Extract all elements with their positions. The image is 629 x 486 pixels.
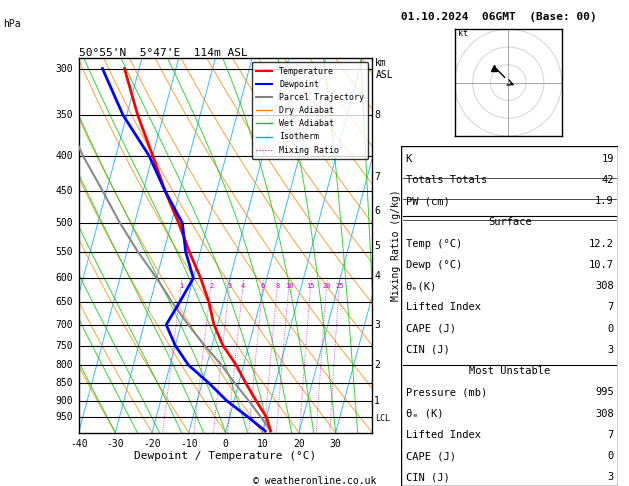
Text: 8: 8 [276, 283, 280, 289]
Text: km
ASL: km ASL [376, 58, 393, 80]
Text: PW (cm): PW (cm) [406, 196, 449, 206]
Text: hPa: hPa [3, 19, 21, 30]
Text: 3: 3 [608, 472, 614, 483]
Text: CIN (J): CIN (J) [406, 472, 449, 483]
Text: 308: 308 [595, 281, 614, 291]
Text: 400: 400 [55, 151, 73, 160]
Text: CIN (J): CIN (J) [406, 345, 449, 355]
Text: -40: -40 [70, 438, 87, 449]
Text: 30: 30 [330, 438, 342, 449]
Text: 350: 350 [55, 110, 73, 120]
Text: 20: 20 [323, 283, 331, 289]
Text: θₑ (K): θₑ (K) [406, 409, 443, 419]
Text: 20: 20 [293, 438, 305, 449]
Text: kt: kt [459, 29, 469, 38]
Text: 600: 600 [55, 273, 73, 283]
Text: CAPE (J): CAPE (J) [406, 324, 455, 334]
Text: 800: 800 [55, 360, 73, 370]
Text: 3: 3 [374, 320, 380, 330]
Text: Dewp (°C): Dewp (°C) [406, 260, 462, 270]
Text: 25: 25 [335, 283, 343, 289]
Text: 0: 0 [223, 438, 228, 449]
Text: 500: 500 [55, 218, 73, 228]
Text: 450: 450 [55, 186, 73, 196]
Text: 4: 4 [374, 271, 380, 280]
Text: Lifted Index: Lifted Index [406, 430, 481, 440]
Text: 300: 300 [55, 64, 73, 73]
Text: 10: 10 [285, 283, 294, 289]
Text: -10: -10 [180, 438, 198, 449]
Text: 3: 3 [228, 283, 232, 289]
Text: 12.2: 12.2 [589, 239, 614, 249]
Text: CAPE (J): CAPE (J) [406, 451, 455, 461]
Text: 1: 1 [179, 283, 184, 289]
Text: Totals Totals: Totals Totals [406, 175, 487, 185]
Text: 2: 2 [209, 283, 213, 289]
Text: 6: 6 [261, 283, 265, 289]
Text: 01.10.2024  06GMT  (Base: 00): 01.10.2024 06GMT (Base: 00) [401, 12, 597, 22]
Text: Temp (°C): Temp (°C) [406, 239, 462, 249]
Text: -20: -20 [143, 438, 161, 449]
Text: K: K [406, 154, 412, 164]
Text: © weatheronline.co.uk: © weatheronline.co.uk [253, 476, 376, 486]
Text: 10.7: 10.7 [589, 260, 614, 270]
Text: -30: -30 [106, 438, 124, 449]
Text: Pressure (mb): Pressure (mb) [406, 387, 487, 398]
Text: 650: 650 [55, 297, 73, 307]
Text: 7: 7 [374, 173, 380, 182]
Text: 0: 0 [608, 451, 614, 461]
Text: 6: 6 [374, 206, 380, 216]
Text: 7: 7 [608, 430, 614, 440]
Text: 50°55'N  5°47'E  114m ASL: 50°55'N 5°47'E 114m ASL [79, 48, 247, 57]
Text: LCL: LCL [376, 414, 391, 423]
Text: 995: 995 [595, 387, 614, 398]
Text: Mixing Ratio (g/kg): Mixing Ratio (g/kg) [391, 190, 401, 301]
Text: 19: 19 [601, 154, 614, 164]
Text: 850: 850 [55, 379, 73, 388]
Text: 0: 0 [608, 324, 614, 334]
Text: θₑ(K): θₑ(K) [406, 281, 437, 291]
Text: 7: 7 [608, 302, 614, 312]
Text: 10: 10 [257, 438, 268, 449]
Legend: Temperature, Dewpoint, Parcel Trajectory, Dry Adiabat, Wet Adiabat, Isotherm, Mi: Temperature, Dewpoint, Parcel Trajectory… [252, 63, 368, 159]
Text: Most Unstable: Most Unstable [469, 366, 550, 376]
Text: 1.9: 1.9 [595, 196, 614, 206]
Text: 550: 550 [55, 247, 73, 257]
Text: 5: 5 [374, 241, 380, 251]
Text: 950: 950 [55, 412, 73, 422]
Text: 2: 2 [374, 360, 380, 370]
Text: Dewpoint / Temperature (°C): Dewpoint / Temperature (°C) [135, 451, 316, 461]
Text: 308: 308 [595, 409, 614, 419]
Text: 42: 42 [601, 175, 614, 185]
Text: Surface: Surface [488, 217, 532, 227]
Text: 8: 8 [374, 110, 380, 120]
Text: 700: 700 [55, 320, 73, 330]
Text: 4: 4 [241, 283, 245, 289]
Text: 750: 750 [55, 341, 73, 350]
Text: 900: 900 [55, 396, 73, 406]
Text: 1: 1 [374, 396, 380, 406]
Text: 15: 15 [307, 283, 315, 289]
Text: 3: 3 [608, 345, 614, 355]
Text: Lifted Index: Lifted Index [406, 302, 481, 312]
